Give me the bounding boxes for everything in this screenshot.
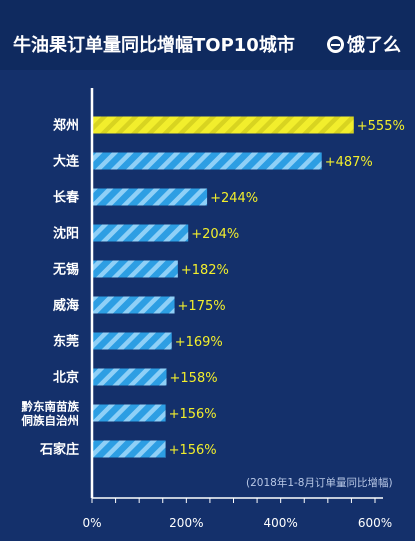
category-label-10: 石家庄 bbox=[39, 442, 79, 458]
bar-5 bbox=[92, 260, 178, 278]
x-tick-label-2: 400% bbox=[264, 516, 298, 530]
value-label-1: +555% bbox=[357, 119, 405, 134]
brand-logo: 饿了么 bbox=[327, 31, 401, 57]
bar-7 bbox=[92, 332, 172, 350]
x-tick-label-3: 600% bbox=[358, 516, 392, 530]
x-tick-label-0: 0% bbox=[82, 516, 101, 530]
bar-2 bbox=[92, 152, 322, 170]
value-label-6: +175% bbox=[178, 299, 226, 314]
eleme-logo-icon bbox=[327, 35, 344, 53]
value-label-9: +156% bbox=[169, 407, 217, 422]
x-tick-label-1: 200% bbox=[169, 516, 203, 530]
value-label-7: +169% bbox=[175, 335, 223, 350]
value-label-2: +487% bbox=[325, 155, 373, 170]
value-label-5: +182% bbox=[181, 263, 229, 278]
bar-9 bbox=[92, 404, 166, 422]
bar-8 bbox=[92, 368, 167, 386]
value-label-3: +244% bbox=[210, 191, 258, 206]
category-label-2: 大连 bbox=[53, 154, 80, 170]
bar-3 bbox=[92, 188, 208, 206]
bar-4 bbox=[92, 224, 189, 242]
chart-title: 牛油果订单量同比增幅TOP10城市 bbox=[13, 35, 295, 56]
category-label-6: 威海 bbox=[53, 298, 79, 314]
value-label-4: +204% bbox=[191, 227, 239, 242]
value-label-10: +156% bbox=[169, 443, 217, 458]
header-bar bbox=[0, 0, 415, 70]
category-label-5: 无锡 bbox=[52, 262, 79, 278]
value-label-8: +158% bbox=[170, 371, 218, 386]
bar-1 bbox=[92, 116, 354, 134]
category-label-4: 沈阳 bbox=[53, 226, 79, 242]
category-label-9: 黔东南苗族侗族自治州 bbox=[21, 400, 80, 428]
brand-name: 饿了么 bbox=[347, 35, 401, 56]
category-label-3: 长春 bbox=[53, 190, 80, 206]
category-label-7: 东莞 bbox=[53, 334, 79, 350]
chart-footnote: (2018年1-8月订单量同比增幅) bbox=[246, 477, 393, 489]
bar-6 bbox=[92, 296, 175, 314]
category-label-8: 北京 bbox=[53, 370, 79, 386]
bar-10 bbox=[92, 440, 166, 458]
category-label-1: 郑州 bbox=[53, 118, 79, 134]
